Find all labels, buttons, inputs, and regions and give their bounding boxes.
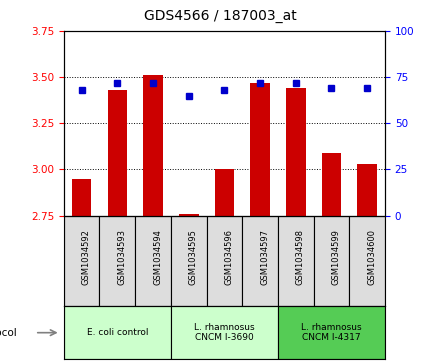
Text: GDS4566 / 187003_at: GDS4566 / 187003_at	[143, 9, 297, 23]
Text: GSM1034594: GSM1034594	[153, 229, 162, 285]
Bar	[278, 216, 314, 306]
Text: E. coli control: E. coli control	[87, 328, 148, 337]
Text: GSM1034595: GSM1034595	[189, 229, 198, 285]
Bar	[286, 88, 306, 216]
Bar	[135, 216, 171, 306]
Text: GSM1034596: GSM1034596	[224, 229, 233, 285]
Text: GSM1034593: GSM1034593	[117, 229, 126, 285]
Bar	[143, 75, 163, 216]
Text: L. rhamnosus
CNCM I-4317: L. rhamnosus CNCM I-4317	[301, 323, 362, 342]
Bar	[278, 306, 385, 359]
Bar	[99, 216, 135, 306]
Bar	[179, 214, 198, 216]
Bar	[206, 216, 242, 306]
Bar	[64, 306, 171, 359]
Text: L. rhamnosus
CNCM I-3690: L. rhamnosus CNCM I-3690	[194, 323, 255, 342]
Bar	[250, 83, 270, 216]
Text: GSM1034597: GSM1034597	[260, 229, 269, 285]
Bar	[64, 216, 99, 306]
Bar	[215, 170, 234, 216]
Text: GSM1034598: GSM1034598	[296, 229, 305, 285]
Bar	[171, 306, 278, 359]
Bar	[72, 179, 92, 216]
Bar	[171, 216, 206, 306]
Text: GSM1034592: GSM1034592	[82, 229, 91, 285]
Bar	[107, 90, 127, 216]
Text: GSM1034599: GSM1034599	[331, 229, 341, 285]
Text: GSM1034600: GSM1034600	[367, 229, 376, 285]
Bar	[242, 216, 278, 306]
Text: protocol: protocol	[0, 328, 17, 338]
Bar	[357, 164, 377, 216]
Bar	[349, 216, 385, 306]
Bar	[314, 216, 349, 306]
Bar	[322, 153, 341, 216]
